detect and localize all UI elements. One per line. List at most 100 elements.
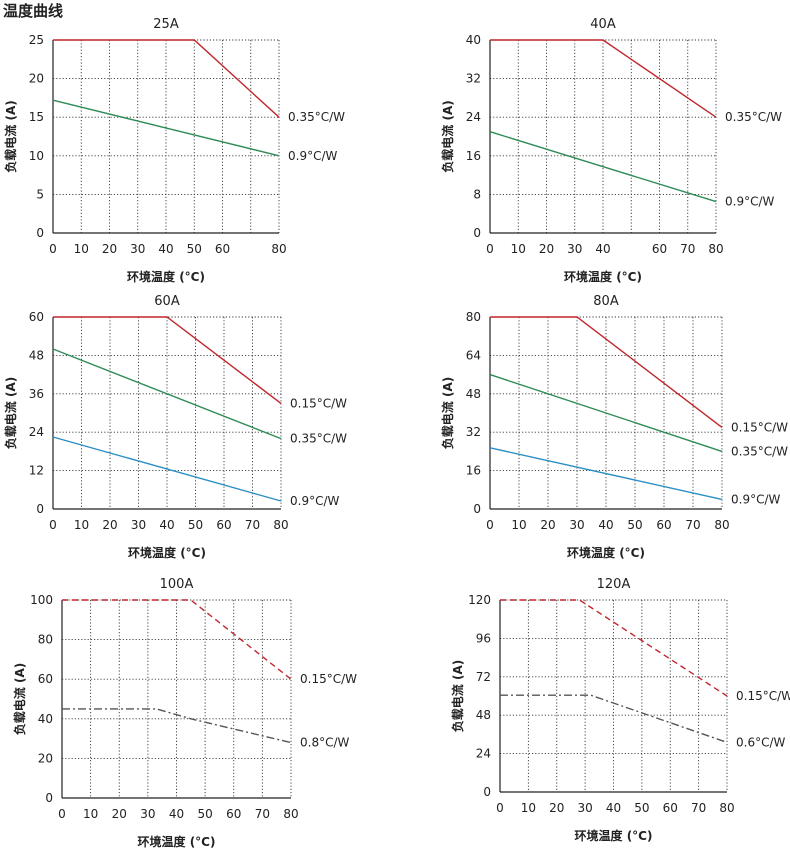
series-line-3 [489,447,723,501]
y-tick-label: 16 [466,464,481,478]
x-tick-label: 20 [102,518,117,532]
y-tick-label: 0 [483,785,491,799]
y-tick-label: 64 [466,348,481,362]
y-tick-label: 72 [476,670,491,684]
y-tick-label: 12 [29,464,44,478]
x-tick-label: 80 [273,518,288,532]
chart-3: 60A 0 12 24 36 48 60 0 10 20 30 40 50 60 70 80 环境温度 (°C)… [3,294,347,560]
y-tick-label: 80 [466,310,481,324]
x-tick-label: 10 [511,518,526,532]
y-tick-label: 16 [466,149,481,163]
x-tick-label: 70 [685,518,700,532]
x-tick-label: 40 [159,518,174,532]
y-axis-label: 负载电流 (A) [3,377,18,449]
page-title: 温度曲线 [3,2,64,20]
x-tick-label: 60 [656,518,671,532]
y-tick-label: 0 [36,226,44,240]
y-axis-label: 负载电流 (A) [440,377,455,449]
y-tick-label: 36 [29,387,44,401]
x-axis-label: 环境温度 (°C) [564,269,642,284]
series-line-1 [490,316,723,428]
series-line-1 [53,39,280,118]
x-tick-label: 50 [634,801,649,815]
chart-title: 120A [597,577,631,592]
y-tick-label: 120 [468,593,491,607]
x-tick-label: 60 [226,807,241,821]
series-line-2 [62,708,292,744]
y-tick-label: 48 [466,387,481,401]
series-label: 0.35°C/W [731,444,788,458]
y-tick-label: 48 [29,348,44,362]
series-line-3 [52,436,282,502]
y-tick-label: 60 [38,672,53,686]
x-tick-label: 80 [714,518,729,532]
x-tick-label: 50 [187,242,202,256]
y-tick-label: 24 [476,747,491,761]
x-tick-label: 10 [83,807,98,821]
y-tick-label: 0 [473,226,481,240]
y-tick-label: 20 [38,751,53,765]
series-label: 0.15°C/W [290,396,347,410]
x-tick-label: 0 [486,242,494,256]
x-tick-label: 50 [197,807,212,821]
x-axis-label: 环境温度 (°C) [127,269,205,284]
chart-1: 25A 0 5 10 15 20 25 0 10 20 30 40 50 60 80 环境温度 (°C) 负载电… [3,17,345,284]
chart-4: 80A 0 16 32 48 64 80 0 10 20 30 40 50 60 70 80 环境温度 (°C)… [440,294,788,560]
x-tick-label: 30 [140,807,155,821]
x-tick-label: 60 [215,242,230,256]
x-tick-label: 20 [112,807,127,821]
y-tick-label: 0 [45,791,53,805]
x-tick-label: 40 [606,801,621,815]
series-line-1 [53,316,282,404]
chart-title: 80A [593,294,619,309]
y-tick-label: 24 [29,425,44,439]
y-tick-label: 5 [36,187,44,201]
x-axis-label: 环境温度 (°C) [567,545,645,560]
chart-2: 40A 0 8 16 24 32 40 0 10 20 30 40 60 70 80 环境温度 (°C) 负载电… [440,17,782,284]
y-tick-label: 32 [466,425,481,439]
y-tick-label: 60 [29,310,44,324]
x-axis-label: 环境温度 (°C) [575,828,653,843]
x-tick-label: 30 [130,242,145,256]
x-tick-label: 30 [577,801,592,815]
series-label: 0.15°C/W [736,689,790,703]
series-label: 0.15°C/W [731,420,788,434]
x-tick-label: 40 [169,807,184,821]
x-tick-label: 80 [719,801,734,815]
x-tick-label: 10 [511,242,526,256]
chart-title: 60A [154,294,180,309]
series-label: 0.35°C/W [288,110,345,124]
y-tick-label: 15 [29,110,44,124]
x-tick-label: 10 [74,518,89,532]
x-tick-label: 80 [708,242,723,256]
x-tick-label: 0 [49,242,57,256]
chart-title: 25A [153,17,179,32]
x-tick-label: 50 [627,518,642,532]
y-axis-label: 负载电流 (A) [3,100,18,172]
x-tick-label: 40 [598,518,613,532]
y-tick-label: 96 [476,631,491,645]
series-label: 0.6°C/W [736,735,786,749]
x-tick-label: 30 [131,518,146,532]
x-tick-label: 40 [595,242,610,256]
y-tick-label: 80 [38,633,53,647]
y-tick-label: 20 [29,72,44,86]
series-label: 0.8°C/W [300,736,350,750]
x-tick-label: 30 [567,242,582,256]
series-label: 0.15°C/W [300,672,357,686]
y-tick-label: 40 [38,712,53,726]
x-axis-label: 环境温度 (°C) [138,834,216,849]
y-tick-label: 8 [473,187,481,201]
y-axis-label: 负载电流 (A) [12,663,27,735]
series-label: 0.9°C/W [288,149,338,163]
x-tick-label: 70 [255,807,270,821]
y-tick-label: 40 [466,33,481,47]
series-label: 0.9°C/W [731,492,781,506]
x-tick-label: 60 [216,518,231,532]
series-label: 0.35°C/W [725,110,782,124]
series-label: 0.35°C/W [290,432,347,446]
x-axis-label: 环境温度 (°C) [128,545,206,560]
y-axis-label: 负载电流 (A) [440,100,455,172]
x-tick-label: 0 [49,518,57,532]
